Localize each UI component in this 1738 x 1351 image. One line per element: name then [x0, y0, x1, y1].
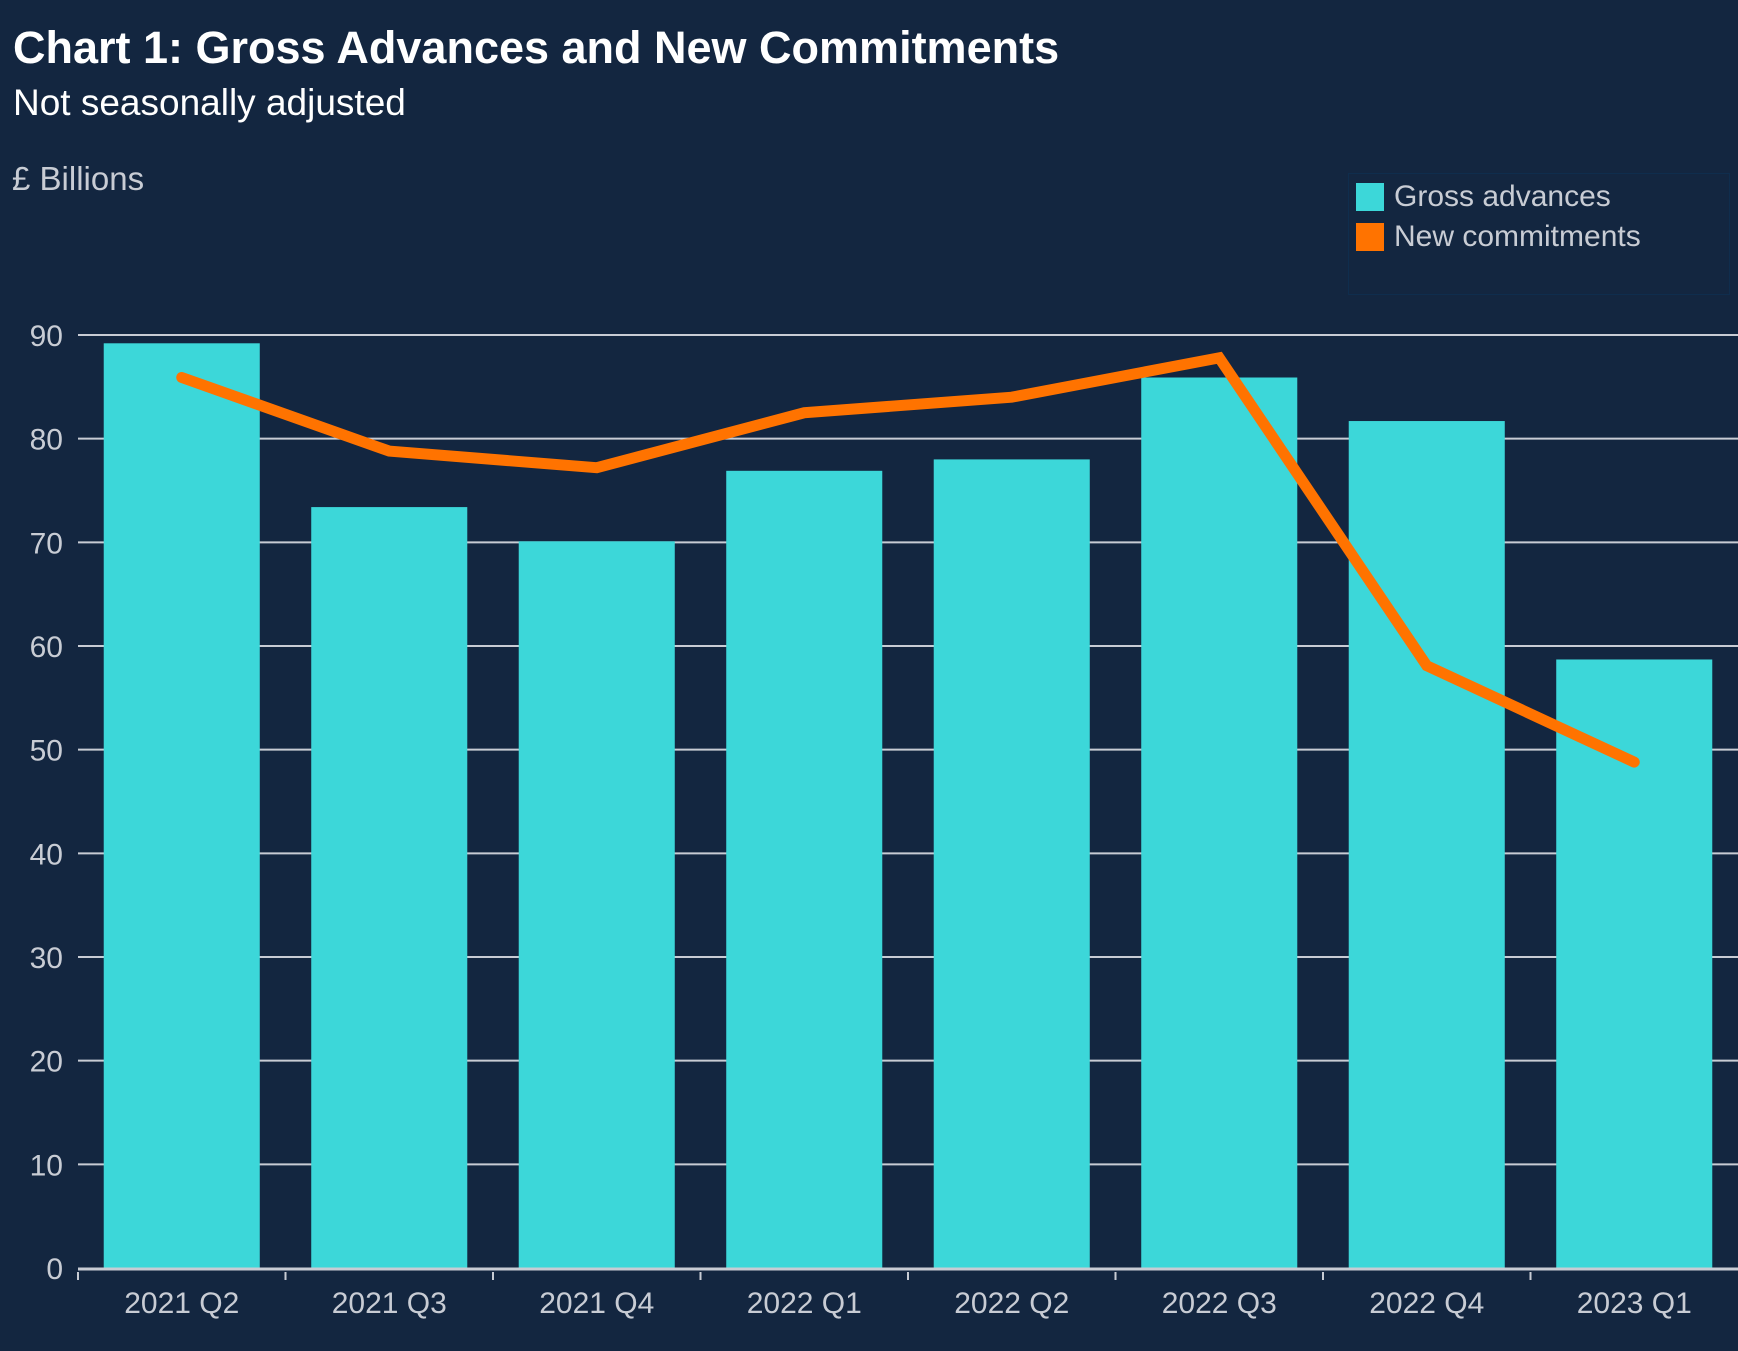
legend-label: Gross advances: [1394, 180, 1611, 213]
y-tick-label: 0: [46, 1253, 63, 1286]
x-axis-tick-labels: 2021 Q2 2021 Q3 2021 Q4 2022 Q1 2022 Q2 2022 …: [124, 1287, 1692, 1320]
y-tick-label: 70: [30, 527, 63, 560]
x-axis: [77, 1267, 1738, 1280]
y-tick-label: 40: [30, 838, 63, 871]
line-new-commitments: [176, 351, 1640, 768]
bar-gross-advances: [311, 507, 468, 1268]
bar-gross-advances: [933, 459, 1090, 1268]
legend-swatch-gross-advances: [1356, 183, 1384, 211]
chart-title: Chart 1: Gross Advances and New Commitme…: [13, 22, 1060, 73]
y-tick-label: 10: [30, 1149, 63, 1182]
line-new-commitments-path: [176, 351, 1640, 768]
bar-gross-advances: [1556, 659, 1713, 1268]
x-tick-label: 2022 Q2: [954, 1287, 1069, 1320]
bar-gross-advances: [103, 343, 260, 1268]
y-tick-label: 60: [30, 631, 63, 664]
chart-subtitle: Not seasonally adjusted: [13, 82, 406, 123]
y-tick-label: 90: [30, 320, 63, 353]
legend: Gross advances New commitments: [1348, 173, 1730, 295]
legend-swatch-new-commitments: [1356, 223, 1384, 251]
y-axis-unit-label: £ Billions: [12, 160, 145, 197]
bar-gross-advances: [518, 541, 675, 1268]
y-tick-label: 80: [30, 424, 63, 457]
x-tick-label: 2023 Q1: [1577, 1287, 1692, 1320]
legend-item-new-commitments: New commitments: [1356, 220, 1641, 253]
x-tick-label: 2022 Q4: [1369, 1287, 1484, 1320]
legend-label: New commitments: [1394, 220, 1641, 253]
y-axis-tick-labels: 0 10 20 30 40 50 60 70 80 90: [30, 320, 63, 1286]
y-tick-label: 50: [30, 735, 63, 768]
legend-item-gross-advances: Gross advances: [1356, 180, 1611, 213]
x-tick-label: 2021 Q4: [539, 1287, 654, 1320]
bar-gross-advances: [1141, 377, 1298, 1269]
bar-gross-advances: [1348, 421, 1505, 1268]
x-tick-label: 2021 Q2: [124, 1287, 239, 1320]
y-tick-label: 20: [30, 1046, 63, 1079]
x-tick-label: 2022 Q1: [747, 1287, 862, 1320]
bars-gross-advances: [103, 343, 1713, 1269]
y-tick-label: 30: [30, 942, 63, 975]
bar-gross-advances: [726, 470, 883, 1268]
x-tick-label: 2021 Q3: [332, 1287, 447, 1320]
x-tick-label: 2022 Q3: [1162, 1287, 1277, 1320]
